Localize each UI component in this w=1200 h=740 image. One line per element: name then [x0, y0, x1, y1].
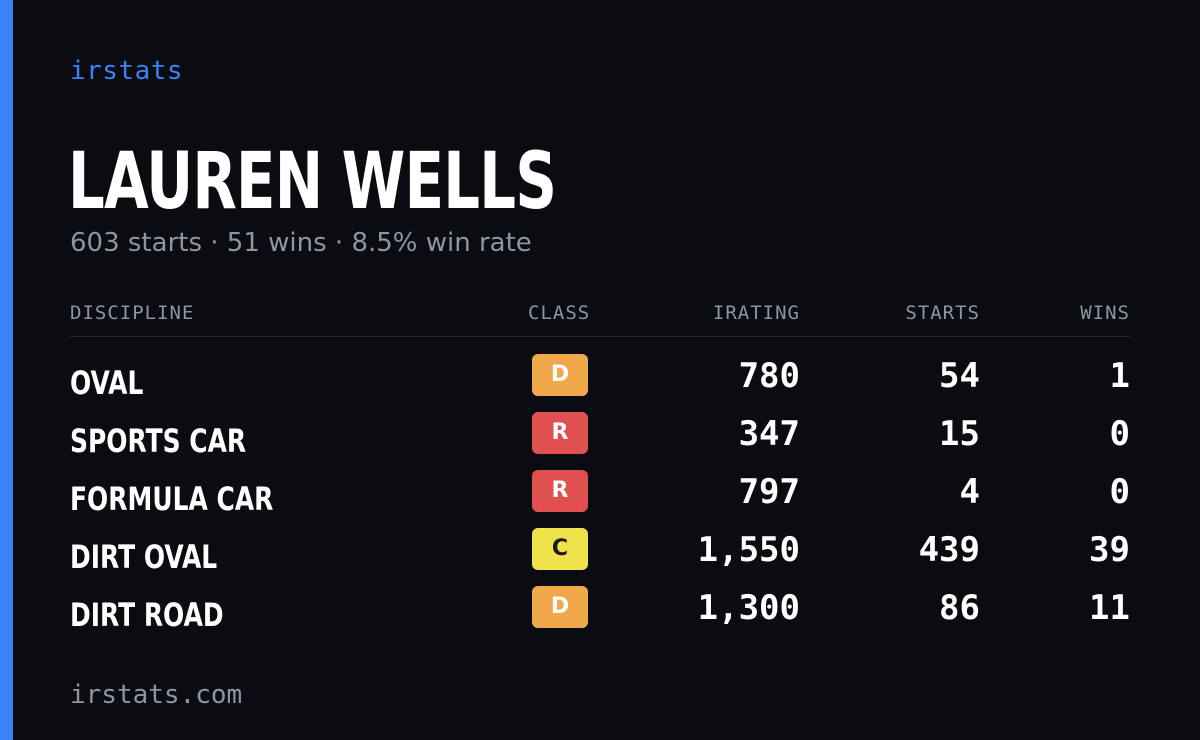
header-irating: IRATING — [712, 302, 800, 324]
row-discipline: DIRT OVAL — [70, 538, 218, 576]
row-irating: 1,550 — [697, 530, 800, 570]
class-badge: C — [532, 528, 588, 570]
row-starts: 439 — [918, 530, 980, 570]
row-wins: 11 — [1089, 588, 1130, 628]
row-wins: 39 — [1089, 530, 1130, 570]
header-starts: STARTS — [905, 302, 980, 324]
class-badge: R — [532, 470, 588, 512]
table-header: DISCIPLINE CLASS IRATING STARTS WINS — [70, 300, 1130, 337]
class-badge: D — [532, 586, 588, 628]
accent-bar — [0, 0, 13, 740]
driver-name: LAUREN WELLS — [68, 137, 557, 227]
row-discipline: FORMULA CAR — [70, 480, 274, 518]
table-row: SPORTS CAR R 347 15 0 — [70, 412, 1130, 470]
header-wins: WINS — [1080, 302, 1130, 324]
row-starts: 4 — [959, 472, 980, 512]
row-irating: 347 — [738, 414, 800, 454]
row-irating: 780 — [738, 356, 800, 396]
row-wins: 0 — [1109, 472, 1130, 512]
brand-logo-text: irstats — [70, 56, 184, 86]
row-wins: 1 — [1109, 356, 1130, 396]
table-row: DIRT ROAD D 1,300 86 11 — [70, 586, 1130, 644]
row-discipline: OVAL — [70, 364, 144, 402]
row-discipline: SPORTS CAR — [70, 422, 247, 460]
class-badge: R — [532, 412, 588, 454]
row-starts: 15 — [939, 414, 980, 454]
footer-url: irstats.com — [70, 680, 243, 710]
row-starts: 86 — [939, 588, 980, 628]
class-badge: D — [532, 354, 588, 396]
row-irating: 1,300 — [697, 588, 800, 628]
row-irating: 797 — [738, 472, 800, 512]
table-row: OVAL D 780 54 1 — [70, 354, 1130, 412]
header-class: CLASS — [528, 302, 591, 324]
driver-summary: 603 starts · 51 wins · 8.5% win rate — [70, 228, 532, 258]
row-starts: 54 — [939, 356, 980, 396]
table-row: DIRT OVAL C 1,550 439 39 — [70, 528, 1130, 586]
row-wins: 0 — [1109, 414, 1130, 454]
table-row: FORMULA CAR R 797 4 0 — [70, 470, 1130, 528]
header-discipline: DISCIPLINE — [70, 302, 195, 324]
row-discipline: DIRT ROAD — [70, 596, 224, 634]
